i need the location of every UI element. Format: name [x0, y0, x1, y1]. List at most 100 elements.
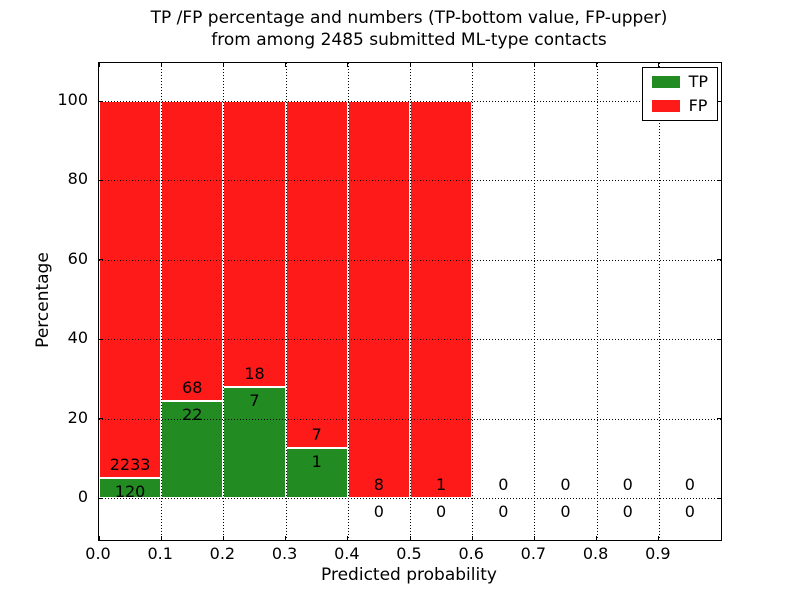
x-tick-mark: [533, 536, 535, 540]
x-tick-mark: [471, 63, 473, 67]
gridline: [534, 63, 536, 540]
gridline: [472, 63, 474, 540]
x-tick-mark: [471, 536, 473, 540]
x-tick-mark: [98, 63, 100, 67]
tp-count-label: 0: [684, 502, 695, 521]
x-axis-label: Predicted probability: [321, 565, 497, 585]
y-tick-mark: [99, 497, 103, 499]
fp-count-label: 68: [182, 377, 203, 397]
x-tick-mark: [285, 63, 287, 67]
y-tick-mark: [717, 100, 721, 102]
bar-fp: [347, 101, 410, 498]
gridline: [99, 498, 721, 499]
x-tick-mark: [596, 536, 598, 540]
x-tick-mark: [658, 536, 660, 540]
y-axis-label: Percentage: [33, 252, 53, 348]
x-tick-mark: [222, 536, 224, 540]
y-tick-mark: [99, 259, 103, 261]
tp-count-label: 0: [436, 502, 447, 521]
gridline: [99, 339, 721, 341]
y-tick-label: 40: [67, 328, 88, 348]
fp-count-label: 8: [373, 475, 384, 494]
fp-count-label: 1: [436, 475, 447, 494]
y-tick-mark: [717, 179, 721, 181]
x-tick-mark: [160, 536, 162, 540]
x-tick-label: 0.9: [645, 544, 671, 563]
gridline: [596, 63, 598, 540]
x-tick-label: 0.2: [209, 544, 236, 563]
x-tick-label: 0.8: [582, 544, 609, 563]
tp-count-label: 22: [182, 404, 203, 424]
fp-count-label: 2233: [109, 454, 151, 474]
bar-fp: [285, 101, 348, 449]
legend-label-tp: TP: [688, 72, 708, 91]
y-tick-mark: [99, 338, 103, 340]
y-tick-mark: [99, 179, 103, 181]
x-tick-mark: [658, 63, 660, 67]
y-tick-label: 20: [67, 407, 88, 427]
bar-fp: [410, 101, 473, 498]
gridline: [223, 63, 225, 540]
bar-fp: [161, 101, 224, 401]
bar-fp: [223, 101, 286, 387]
chart-title: TP /FP percentage and numbers (TP-bottom…: [98, 7, 720, 51]
y-tick-label: 60: [67, 248, 88, 268]
y-tick-mark: [99, 418, 103, 420]
x-tick-mark: [533, 63, 535, 67]
gridline: [161, 63, 163, 540]
y-tick-mark: [717, 259, 721, 261]
x-tick-mark: [98, 536, 100, 540]
x-tick-mark: [347, 63, 349, 67]
x-tick-label: 0.6: [458, 544, 484, 563]
gridline: [347, 63, 349, 540]
x-tick-label: 0.3: [271, 544, 298, 563]
bar-tp: [285, 448, 348, 498]
chart-title-line2: from among 2485 submitted ML-type contac…: [211, 30, 607, 50]
y-tick-mark: [717, 497, 721, 499]
gridline: [99, 259, 721, 261]
plot-area: TP FP 2233 120 68 22 18 7 7 1 8 0 1 0 0 0 0 0 0 0 0 0: [98, 62, 722, 541]
tp-count-label: 0: [622, 502, 633, 521]
gridline: [99, 418, 721, 420]
legend-entry-fp: FP: [651, 96, 708, 115]
y-tick-label: 80: [67, 169, 88, 189]
x-tick-label: 0.0: [85, 544, 111, 563]
tp-count-label: 120: [114, 481, 146, 501]
x-tick-mark: [409, 63, 411, 67]
fp-count-label: 18: [244, 363, 265, 383]
bar-tp: [161, 400, 224, 498]
legend: TP FP: [641, 67, 718, 121]
y-tick-mark: [99, 100, 103, 102]
fp-count-label: 0: [560, 475, 571, 494]
x-tick-mark: [222, 63, 224, 67]
bar-tp: [99, 477, 162, 498]
chart-title-line1: TP /FP percentage and numbers (TP-bottom…: [150, 8, 668, 28]
legend-swatch-fp: [651, 100, 680, 112]
y-tick-label: 100: [57, 90, 88, 109]
x-tick-mark: [160, 63, 162, 67]
x-tick-label: 0.1: [147, 544, 173, 563]
y-tick-mark: [717, 338, 721, 340]
legend-label-fp: FP: [688, 96, 708, 115]
x-tick-label: 0.5: [396, 544, 422, 563]
gridline: [410, 63, 411, 540]
x-tick-label: 0.7: [520, 544, 547, 563]
x-tick-mark: [596, 63, 598, 67]
tp-count-label: 1: [311, 452, 322, 472]
gridline: [99, 101, 721, 102]
tp-count-label: 7: [249, 390, 260, 410]
x-tick-mark: [347, 536, 349, 540]
gridline: [99, 180, 721, 182]
x-tick-mark: [285, 536, 287, 540]
y-tick-label: 0: [77, 487, 88, 506]
bar-fp: [99, 101, 162, 478]
tp-count-label: 0: [560, 502, 571, 521]
gridline: [658, 63, 660, 540]
fp-count-label: 0: [684, 475, 695, 494]
gridline: [285, 63, 287, 540]
tp-count-label: 0: [498, 502, 509, 521]
fp-count-label: 0: [622, 475, 633, 494]
y-tick-mark: [717, 418, 721, 420]
fp-count-label: 7: [311, 425, 322, 445]
